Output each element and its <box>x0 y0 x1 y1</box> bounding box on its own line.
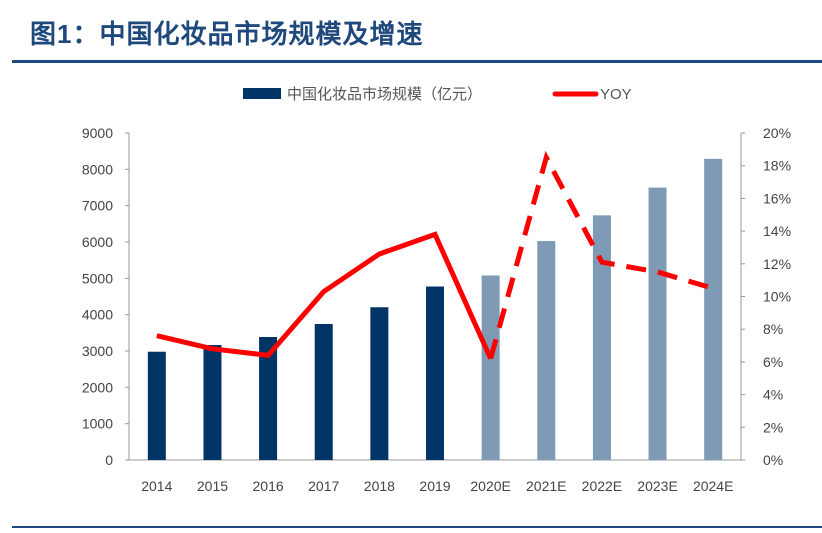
bar-2023E <box>648 187 667 460</box>
bar-2021E <box>537 241 556 460</box>
bar-2020E <box>481 275 500 460</box>
left-tick-label: 5000 <box>82 270 113 286</box>
bar-2017 <box>314 323 333 460</box>
right-tick-label: 18% <box>763 158 791 174</box>
right-tick-label: 12% <box>763 256 791 272</box>
left-tick-label: 6000 <box>82 234 113 250</box>
x-tick-label: 2018 <box>364 478 395 494</box>
left-tick-label: 1000 <box>82 416 113 432</box>
figure-title: 图1：中国化妆品市场规模及增速 <box>30 19 424 49</box>
legend-swatch-bar <box>243 88 281 99</box>
x-tick-label: 2023E <box>637 478 677 494</box>
right-tick-label: 20% <box>763 125 791 141</box>
legend-label-line: YOY <box>600 86 632 103</box>
legend: 中国化妆品市场规模（亿元） YOY <box>243 86 632 103</box>
legend-label-bar: 中国化妆品市场规模（亿元） <box>287 86 482 103</box>
left-tick-label: 2000 <box>82 379 113 395</box>
right-tick-label: 14% <box>763 223 791 239</box>
right-tick-label: 0% <box>763 452 783 468</box>
x-tick-label: 2021E <box>526 478 566 494</box>
right-tick-label: 8% <box>763 321 783 337</box>
left-tick-label: 4000 <box>82 307 113 323</box>
right-tick-label: 10% <box>763 289 791 305</box>
right-tick-label: 4% <box>763 387 783 403</box>
right-tick-label: 16% <box>763 190 791 206</box>
bar-2019 <box>426 286 444 460</box>
right-tick-label: 2% <box>763 419 783 435</box>
x-tick-label: 2015 <box>197 478 228 494</box>
left-tick-label: 7000 <box>82 198 113 214</box>
x-tick-label: 2016 <box>253 478 284 494</box>
left-tick-label: 9000 <box>82 125 113 141</box>
x-tick-label: 2020E <box>470 478 510 494</box>
x-tick-label: 2017 <box>308 478 339 494</box>
left-tick-label: 0 <box>105 452 113 468</box>
left-tick-label: 8000 <box>82 161 113 177</box>
bar-2018 <box>370 307 389 460</box>
bar-2022E <box>592 215 611 460</box>
bar-2016 <box>259 337 278 460</box>
left-tick-label: 3000 <box>82 343 113 359</box>
bar-2024E <box>704 158 723 460</box>
x-tick-label: 2022E <box>582 478 622 494</box>
x-tick-label: 2024E <box>693 478 733 494</box>
x-tick-label: 2019 <box>419 478 450 494</box>
bar-2015 <box>203 345 222 460</box>
top-divider <box>12 60 822 63</box>
right-tick-label: 6% <box>763 354 783 370</box>
bar-2014 <box>147 351 166 460</box>
bottom-divider <box>12 526 822 528</box>
x-tick-label: 2014 <box>141 478 172 494</box>
